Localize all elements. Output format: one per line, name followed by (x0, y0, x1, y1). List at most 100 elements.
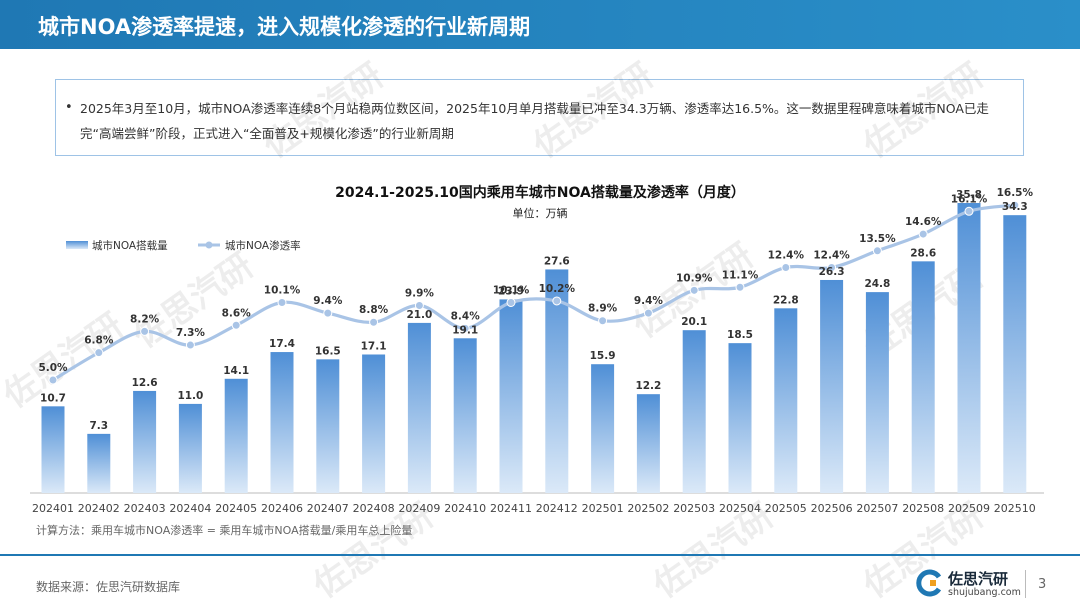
page-divider (1025, 570, 1026, 598)
logo-mark-icon (916, 569, 942, 597)
x-tick-label: 202406 (261, 502, 303, 515)
bar-value-label: 35.8 (956, 189, 982, 201)
chart-unit: 单位：万辆 (513, 206, 568, 220)
calc-note: 计算方法：乘用车城市NOA渗透率 = 乘用车城市NOA搭载量/乘用车总上险量 (36, 523, 412, 537)
watermark-text: 佐思汽研 (256, 56, 391, 167)
bar-value-label: 18.5 (727, 329, 753, 341)
bar-value-label: 10.7 (40, 392, 66, 404)
bar (957, 203, 981, 493)
x-tick-label: 202503 (673, 502, 715, 515)
bar (499, 299, 523, 493)
bar (820, 279, 844, 493)
line-value-label: 8.8% (359, 304, 389, 316)
line-value-label: 7.3% (176, 327, 206, 339)
line-value-label: 5.0% (38, 362, 68, 374)
bar (728, 343, 752, 493)
bar-value-label: 16.5 (315, 345, 341, 357)
line-value-label: 12.4% (813, 250, 850, 262)
line-point (735, 282, 745, 292)
line-value-label: 14.6% (905, 216, 942, 228)
line-value-label: 6.8% (84, 335, 114, 347)
line-point (1010, 200, 1020, 210)
bar (316, 359, 340, 493)
line-value-label: 9.4% (634, 295, 664, 307)
watermark-text: 佐思汽研 (126, 246, 261, 357)
x-tick-label: 202510 (994, 502, 1036, 515)
bar-value-label: 15.9 (590, 350, 616, 362)
line-point (918, 229, 928, 239)
line-value-label: 8.6% (222, 307, 252, 319)
x-tick-label: 202508 (902, 502, 944, 515)
bar (224, 378, 248, 493)
x-tick-label: 202501 (582, 502, 624, 515)
line-value-label: 10.1% (493, 284, 530, 296)
line-value-label: 10.9% (676, 272, 713, 284)
bar (133, 390, 157, 493)
x-tick-label: 202405 (215, 502, 257, 515)
line-point (94, 348, 104, 358)
legend-bar-label: 城市NOA搭载量 (92, 239, 168, 252)
legend-line-marker (205, 241, 213, 249)
logo-name: 佐思汽研 (948, 570, 1009, 588)
bar-value-label: 17.4 (269, 338, 295, 350)
x-tick-label: 202412 (536, 502, 578, 515)
bar (178, 403, 202, 493)
line-point (323, 308, 333, 318)
logo-url: shujubang.com (948, 587, 1021, 598)
bar (41, 406, 65, 493)
bar (682, 330, 706, 493)
page-title: 城市NOA渗透率提速，进入规模化渗透的行业新周期 (38, 15, 531, 39)
bar (774, 308, 798, 493)
line-point (369, 317, 379, 327)
line-point (827, 263, 837, 273)
line-value-label: 11.1% (722, 269, 759, 281)
bar-value-label: 21.0 (406, 309, 432, 321)
x-tick-label: 202402 (78, 502, 120, 515)
line-point (689, 285, 699, 295)
line-point (231, 320, 241, 330)
x-tick-label: 202404 (169, 502, 211, 515)
x-tick-label: 202409 (398, 502, 440, 515)
line-value-label: 10.2% (539, 283, 576, 295)
chart-title: 2024.1-2025.10国内乘用车城市NOA搭载量及渗透率（月度） (335, 184, 745, 201)
x-tick-label: 202410 (444, 502, 486, 515)
line-point (414, 301, 424, 311)
bar-value-label: 26.3 (819, 266, 845, 278)
line-point (552, 296, 562, 306)
line-point (48, 375, 58, 385)
x-tick-label: 202401 (32, 502, 74, 515)
line-series (48, 200, 1020, 385)
x-tick-label: 202509 (948, 502, 990, 515)
x-tick-label: 202502 (627, 502, 669, 515)
page-number: 3 (1038, 577, 1047, 592)
line-value-label: 16.5% (997, 187, 1034, 199)
line-point (185, 340, 195, 350)
line-value-label: 9.9% (405, 288, 435, 300)
line-point (781, 263, 791, 273)
bar (865, 292, 889, 493)
bar (1003, 215, 1027, 494)
bar-series (41, 203, 1027, 494)
line-point (643, 308, 653, 318)
line-value-label: 8.4% (451, 310, 481, 322)
bar-value-label: 19.1 (452, 324, 478, 336)
bar (636, 394, 660, 493)
x-tick-label: 202407 (307, 502, 349, 515)
penetration-line (52, 203, 1016, 382)
bar (407, 322, 431, 493)
x-tick-label: 202504 (719, 502, 761, 515)
line-point (140, 326, 150, 336)
bar-value-label: 20.1 (681, 316, 707, 328)
bar (453, 338, 477, 493)
x-tick-label: 202505 (765, 502, 807, 515)
bar-value-label: 14.1 (223, 365, 249, 377)
line-point (506, 297, 516, 307)
bar-value-label: 12.6 (132, 377, 158, 389)
line-value-label: 9.4% (313, 295, 343, 307)
line-value-label: 13.5% (859, 233, 896, 245)
x-tick-labels: 202401 202402 202403 202404 202405 202406 2024… (32, 502, 1036, 515)
line-value-label: 8.9% (588, 303, 618, 315)
x-tick-label: 202408 (353, 502, 395, 515)
data-source: 数据来源：佐思汽研数据库 (36, 580, 181, 594)
